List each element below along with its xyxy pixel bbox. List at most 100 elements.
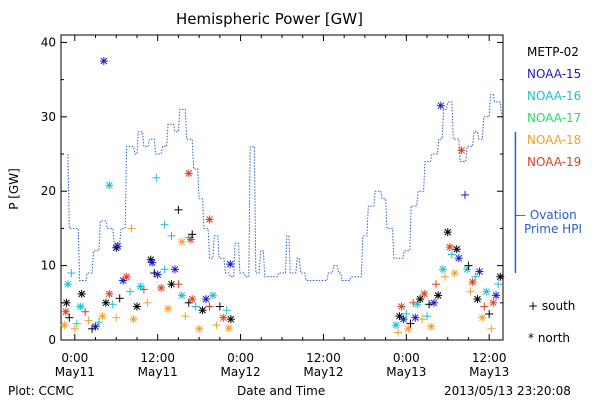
south-point (167, 231, 176, 240)
footer-plot-source: Plot: CCMC (8, 384, 74, 398)
north-point (164, 304, 173, 313)
north-point (224, 324, 233, 333)
ovation-legend-line1: — Ovation (514, 208, 577, 222)
north-point (468, 277, 477, 286)
y-tick-label: 40 (41, 35, 56, 49)
ovation-legend-line2: Prime HPI (524, 222, 582, 236)
north-point (208, 291, 217, 300)
x-tick-date-label: May12 (221, 365, 261, 379)
south-point (480, 302, 489, 311)
x-axis-ticks: 0:00May1112:00May110:00May1212:00May120:… (55, 35, 509, 379)
south-point (440, 272, 449, 281)
south-point (70, 324, 79, 333)
north-point (404, 324, 413, 333)
north-point (184, 169, 193, 178)
y-tick-label: 30 (41, 110, 56, 124)
north-point (420, 289, 429, 298)
north-point (99, 57, 108, 66)
south-point (466, 287, 475, 296)
legend-item-noaa-18: NOAA-18 (527, 133, 582, 147)
x-tick-date-label: May13 (386, 365, 426, 379)
south-point (160, 220, 169, 229)
north-point (198, 306, 207, 315)
south-point (464, 261, 473, 270)
x-tick-date-label: May11 (55, 365, 95, 379)
north-point (492, 291, 501, 300)
north-point (416, 295, 425, 304)
north-point (76, 302, 85, 311)
north-point (202, 295, 211, 304)
north-point (167, 280, 176, 289)
y-axis-label: P [GW] (7, 168, 21, 210)
south-point (143, 298, 152, 307)
north-point (91, 322, 100, 331)
y-tick-label: 20 (41, 184, 56, 198)
north-point (478, 313, 487, 322)
south-point (72, 319, 81, 328)
legend-item-noaa-16: NOAA-16 (527, 89, 582, 103)
north-point (63, 280, 72, 289)
y-axis-ticks: 0 10 20 30 40 (41, 35, 503, 347)
x-tick-time-label: 0:00 (227, 351, 254, 365)
south-point (84, 316, 93, 325)
x-tick-date-label: May13 (469, 365, 509, 379)
south-point (471, 272, 480, 281)
legend-item-noaa-17: NOAA-17 (527, 111, 582, 125)
north-point (105, 181, 114, 190)
legend-item-noaa-15: NOAA-15 (527, 67, 582, 81)
south-point (432, 280, 441, 289)
south-point (402, 309, 411, 318)
north-point (226, 315, 235, 324)
north-point (153, 270, 162, 279)
north-point (427, 322, 436, 331)
north-point (186, 235, 195, 244)
north-point (60, 321, 69, 330)
south-point (494, 280, 503, 289)
north-point (157, 283, 166, 292)
north-point (195, 324, 204, 333)
north-point (113, 242, 122, 251)
north-point (77, 289, 86, 298)
north-point (463, 265, 472, 274)
north-point (436, 101, 445, 110)
south-point (215, 302, 224, 311)
north-point (454, 254, 463, 263)
north-point (475, 267, 484, 276)
legend-item-noaa-19: NOAA-19 (527, 155, 582, 169)
north-point (177, 291, 186, 300)
north-point (399, 315, 408, 324)
south-point (485, 309, 494, 318)
ovation-line (67, 94, 503, 281)
south-point (394, 328, 403, 337)
north-point (489, 298, 498, 307)
south-point (112, 313, 121, 322)
north-point (452, 245, 461, 254)
south-point (81, 307, 90, 316)
south-point (461, 190, 470, 199)
north-point (170, 265, 179, 274)
south-point (191, 302, 200, 311)
x-tick-time-label: 0:00 (393, 351, 420, 365)
x-tick-time-label: 0:00 (61, 351, 88, 365)
north-point (429, 298, 438, 307)
south-point (487, 324, 496, 333)
south-point (160, 265, 169, 274)
south-point (126, 287, 135, 296)
south-point (222, 306, 231, 315)
south-point (174, 205, 183, 214)
north-point (397, 302, 406, 311)
legend-item-metp-02: METP-02 (527, 45, 579, 59)
north-point (148, 258, 157, 267)
north-point (105, 289, 114, 298)
north-point (132, 302, 141, 311)
south-point (174, 280, 183, 289)
north-point (205, 215, 214, 224)
south-point (108, 300, 117, 309)
x-tick-date-label: May11 (138, 365, 178, 379)
y-tick-label: 0 (48, 333, 56, 347)
south-point (423, 312, 432, 321)
x-tick-time-label: 12:00 (472, 351, 507, 365)
north-point (98, 312, 107, 321)
north-point (226, 260, 235, 269)
north-point (188, 295, 197, 304)
